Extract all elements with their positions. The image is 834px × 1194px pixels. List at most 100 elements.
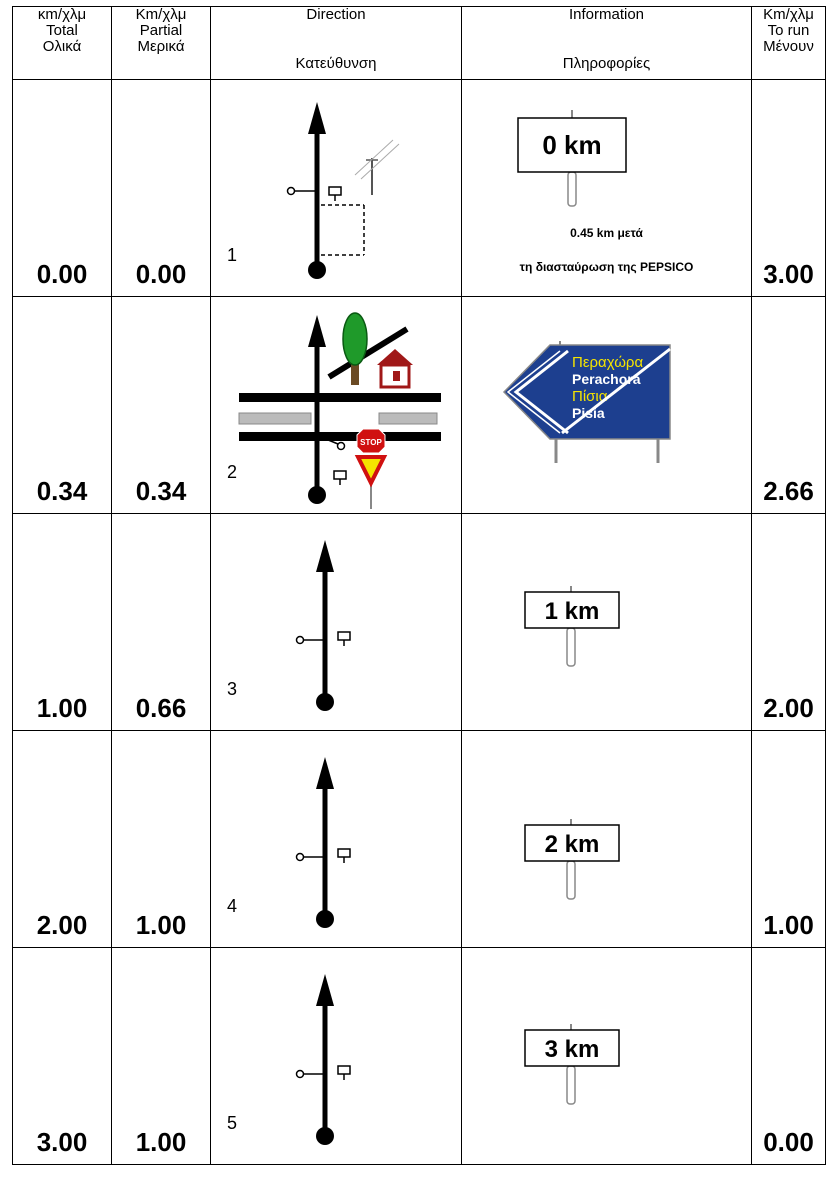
to-run-km: 2.00 (763, 693, 814, 723)
header-to-run-en: To run (767, 22, 810, 39)
sign-line1: Περαχώρα (572, 354, 643, 371)
direction-cell: 2 (210, 296, 462, 514)
total-km: 0.00 (36, 259, 88, 289)
total-cell: 3.00 (12, 947, 112, 1165)
step-number: 2 (227, 462, 238, 482)
total-cell: 0.00 (12, 79, 112, 297)
total-km: 1.00 (36, 693, 88, 723)
stop-sign-icon (356, 428, 386, 454)
header-total: κm/χλμ Total Ολικά (12, 6, 112, 80)
information-cell: 2 km (461, 730, 752, 948)
to-run-km: 1.00 (763, 910, 814, 940)
junction-marker-icon (286, 186, 296, 196)
direction-cell: 4 (210, 730, 462, 948)
junction-marker-icon (295, 635, 305, 645)
to-run-km: 3.00 (763, 259, 814, 289)
information-cell: 3 km (461, 947, 752, 1165)
partial-km: 1.00 (135, 910, 187, 940)
partial-km: 0.66 (135, 693, 187, 723)
header-partial: Km/χλμ Partial Μερικά (111, 6, 211, 80)
partial-cell: 1.00 (111, 947, 211, 1165)
tulip-diagram: STOP (238, 312, 441, 509)
table-row: 0.34 0.34 2 (12, 296, 826, 514)
partial-cell: 0.66 (111, 513, 211, 731)
direction-arrow-icon (316, 974, 334, 1006)
start-dot-icon (308, 261, 326, 279)
table-row: 2.00 1.00 4 2 km (12, 730, 826, 948)
roadbook-table: κm/χλμ Total Ολικά Km/χλμ Partial Μερικά… (12, 6, 826, 1165)
stop-sign-text: STOP (360, 438, 382, 447)
to-run-cell: 2.66 (751, 296, 826, 514)
header-total-gr: Ολικά (42, 38, 82, 55)
header-partial-gr: Μερικά (137, 38, 185, 55)
junction-marker-icon (336, 441, 346, 451)
start-dot-icon (316, 693, 334, 711)
sign-line2: Perachora (572, 371, 641, 387)
direction-sign: Περαχώρα Perachora Πίσια Pisia (502, 341, 671, 463)
direction-arrow-icon (308, 315, 326, 347)
partial-cell: 0.34 (111, 296, 211, 514)
information-cell: Περαχώρα Perachora Πίσια Pisia (461, 296, 752, 514)
km-sign: 2 km (524, 819, 620, 900)
direction-arrow-icon (316, 540, 334, 572)
header-direction: Direction Κατεύθυνση (210, 6, 462, 80)
table-row: 1.00 0.66 3 1 km (12, 513, 826, 731)
total-km: 3.00 (36, 1127, 88, 1157)
header-total-en: Total (46, 22, 78, 39)
header-total-unit: κm/χλμ (37, 6, 87, 23)
total-km: 0.34 (36, 476, 88, 506)
partial-cell: 1.00 (111, 730, 211, 948)
tulip-diagram (295, 757, 351, 928)
header-direction-gr: Κατεύθυνση (295, 55, 377, 72)
header-to-run-unit: Km/χλμ (763, 6, 814, 23)
direction-cell: 5 (210, 947, 462, 1165)
km-sign: 1 km (524, 586, 620, 667)
junction-marker-icon (295, 1069, 305, 1079)
header-information-en: Information (568, 6, 645, 23)
to-run-km: 0.00 (763, 1127, 814, 1157)
direction-arrow-icon (316, 757, 334, 789)
partial-km: 0.34 (135, 476, 187, 506)
header-information: Information Πληροφορίες (461, 6, 752, 80)
direction-cell: 1 (210, 79, 462, 297)
step-number: 3 (227, 679, 238, 699)
km-sign-text: 1 km (545, 598, 600, 625)
tulip-diagram (295, 540, 351, 711)
direction-arrow-icon (308, 102, 326, 134)
to-run-cell: 3.00 (751, 79, 826, 297)
direction-cell: 3 (210, 513, 462, 731)
header-direction-en: Direction (306, 6, 366, 23)
km-sign-text: 2 km (545, 831, 600, 858)
start-dot-icon (316, 910, 334, 928)
partial-cell: 0.00 (111, 79, 211, 297)
partial-km: 1.00 (135, 1127, 187, 1157)
step-number: 1 (227, 245, 238, 265)
tulip-diagram (286, 102, 400, 279)
to-run-cell: 2.00 (751, 513, 826, 731)
header-information-gr: Πληροφορίες (562, 55, 651, 72)
signpost-icon (337, 848, 351, 858)
total-cell: 2.00 (12, 730, 112, 948)
km-sign-text: 0 km (542, 130, 601, 160)
step-number: 5 (227, 1113, 238, 1133)
signpost-icon (328, 186, 342, 196)
to-run-cell: 1.00 (751, 730, 826, 948)
header-partial-en: Partial (139, 22, 183, 39)
information-cell: 1 km (461, 513, 752, 731)
info-caption-line2: τη διασταύρωση της PEPSICO (519, 260, 694, 274)
km-sign: 3 km (524, 1024, 620, 1105)
start-dot-icon (308, 486, 326, 504)
info-caption-line1: 0.45 km μετά (570, 226, 643, 240)
signpost-icon (337, 631, 351, 641)
tulip-diagram (295, 974, 351, 1145)
information-cell: 0 km 0.45 km μετά τη διασταύρωση της PEP… (461, 79, 752, 297)
partial-km: 0.00 (135, 259, 187, 289)
house-icon (377, 349, 413, 365)
header-row: κm/χλμ Total Ολικά Km/χλμ Partial Μερικά… (12, 6, 826, 80)
tree-icon (342, 312, 368, 366)
table-row: 3.00 1.00 5 3 km (12, 947, 826, 1165)
total-cell: 0.34 (12, 296, 112, 514)
step-number: 4 (227, 896, 238, 916)
km-sign-text: 3 km (545, 1036, 600, 1063)
to-run-km: 2.66 (763, 476, 814, 506)
